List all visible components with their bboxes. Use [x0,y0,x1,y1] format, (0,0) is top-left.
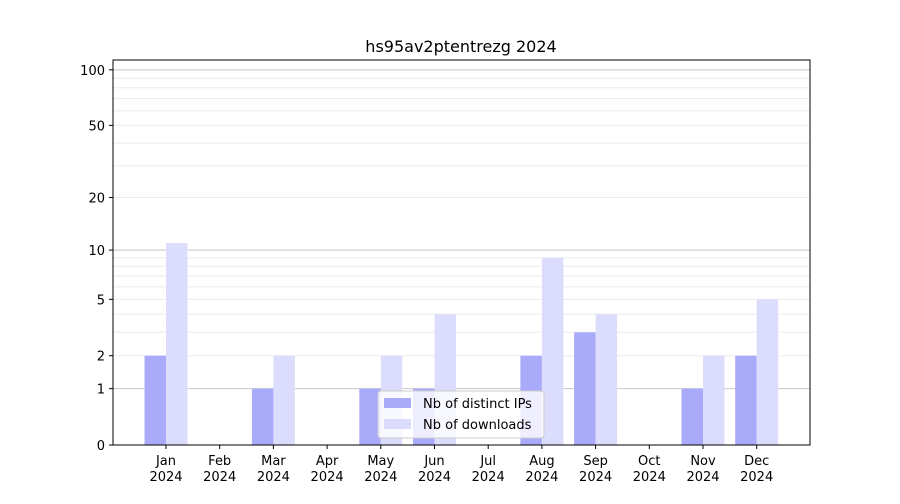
bar-distinct-ips [251,388,274,445]
y-tick-label: 10 [88,244,105,259]
bar-downloads [703,355,725,445]
legend-label: Nb of downloads [423,418,532,433]
legend-swatch [384,398,411,408]
legend-swatch [384,419,411,429]
x-tick-label-line: May [367,454,394,469]
legend-box [377,390,545,439]
x-tick-label: Feb 2024 [203,454,236,485]
x-tick-label: Nov 2024 [686,454,719,485]
x-tick-label: Jul 2024 [472,454,505,485]
x-tick-label-line: Feb [208,454,231,469]
x-tick-label-line: 2024 [203,470,236,485]
bar-distinct-ips [144,355,166,445]
x-tick-label-line: 2024 [525,470,558,485]
bar-downloads [756,299,779,445]
x-tick-label: Jun 2024 [418,454,451,485]
chart-title: hs95av2ptentrezg 2024 [365,37,556,56]
legend-label: Nb of distinct IPs [423,397,532,412]
bar-distinct-ips [735,355,757,445]
bar-distinct-ips [359,388,381,445]
x-tick-label-line: 2024 [633,470,666,485]
x-tick-label: Sep 2024 [579,454,612,485]
x-tick-label: May 2024 [364,454,397,485]
bar-distinct-ips [574,332,596,445]
bar-downloads [595,314,618,445]
x-tick-label-line: 2024 [364,470,397,485]
x-tick-label-line: Mar [261,454,286,469]
x-tick-label-line: 2024 [257,470,290,485]
x-tick-label-line: 2024 [149,470,182,485]
bar-distinct-ips [681,388,703,445]
x-tick-label: Aug 2024 [525,454,558,485]
x-tick-label-line: Jan [155,454,176,469]
x-tick-label-line: Aug [529,454,554,469]
x-tick-label-line: Oct [638,454,660,469]
x-tick-label-line: 2024 [579,470,612,485]
x-tick-label: Mar 2024 [257,454,290,485]
bar-downloads [166,243,188,445]
y-tick-label: 20 [88,192,105,207]
y-tick-label: 1 [97,383,105,398]
x-tick-label-line: 2024 [472,470,505,485]
y-tick-label: 100 [80,64,105,79]
y-tick-label: 50 [88,119,105,134]
x-tick-label-line: Nov [690,454,716,469]
axes-frame [112,59,811,446]
x-tick-label-line: Dec [744,454,769,469]
x-tick-label-line: Apr [316,454,339,469]
x-tick-label-line: Sep [583,454,608,469]
x-tick-label: Oct 2024 [633,454,666,485]
x-tick-label-line: Jul [479,454,496,469]
x-tick-label-line: 2024 [311,470,344,485]
bar-downloads [273,355,295,445]
x-tick-label-line: Jun [423,454,444,469]
bar-downloads [541,257,564,445]
x-tick-label-line: 2024 [740,470,773,485]
x-tick-label: Jan 2024 [149,454,182,485]
x-tick-label: Dec 2024 [740,454,773,485]
x-tick-label-line: 2024 [418,470,451,485]
y-tick-label: 2 [97,350,105,365]
y-tick-label: 0 [97,439,105,454]
x-tick-label: Apr 2024 [311,454,344,485]
y-tick-label: 5 [97,293,105,308]
x-tick-label-line: 2024 [686,470,719,485]
